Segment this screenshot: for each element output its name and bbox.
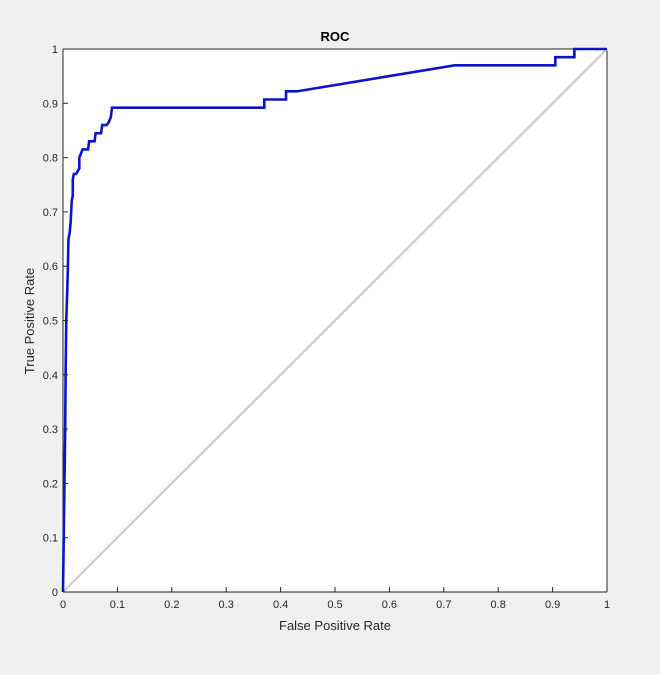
y-tick-label: 0 [52,587,58,599]
y-axis-label: True Positive Rate [22,268,37,374]
series-layer [61,47,608,593]
y-tick-label: 0.4 [43,370,58,382]
y-tick-label: 0.7 [43,207,58,219]
chance-diagonal-line [62,48,608,593]
x-tick-label: 0.4 [273,599,288,611]
x-tick-label: 1 [604,599,610,611]
x-tick-label: 0.3 [219,599,234,611]
y-tick-label: 0.9 [43,98,58,110]
x-tick-label: 0.6 [382,599,397,611]
y-tick-label: 0.6 [43,261,58,273]
x-tick-label: 0.5 [327,599,342,611]
y-tick-label: 0.8 [43,153,58,165]
chart-title: ROC [321,29,351,44]
y-tick-label: 0.1 [43,533,58,545]
x-tick-label: 0.7 [436,599,451,611]
y-tick-label: 0.5 [43,316,58,328]
x-axis-label: False Positive Rate [279,618,391,633]
ticks-layer: 0 0.1 0.2 0.3 0.4 0.5 0.6 0.7 0.8 0.9 1 0 0.1 0.2 0.3 0… [43,44,610,611]
x-tick-label: 0.2 [164,599,179,611]
x-tick-label: 0.9 [545,599,560,611]
y-tick-label: 1 [52,44,58,56]
y-tick-label: 0.3 [43,424,58,436]
y-tick-label: 0.2 [43,478,58,490]
roc-curve-line [61,47,607,593]
x-tick-label: 0.8 [491,599,506,611]
x-tick-label: 0.1 [110,599,125,611]
x-tick-label: 0 [60,599,66,611]
